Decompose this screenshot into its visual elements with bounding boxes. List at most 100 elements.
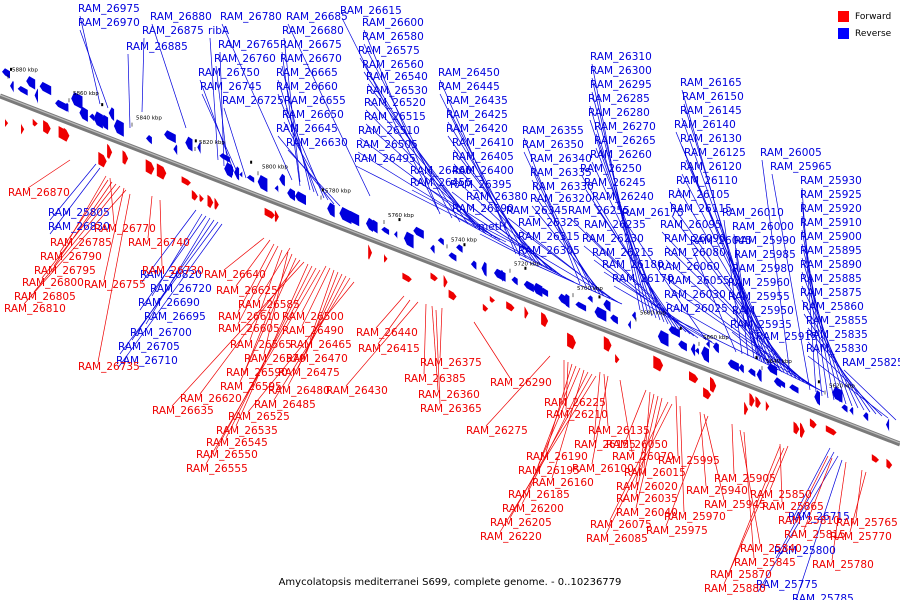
reverse-gene-label: RAM_26690: [138, 297, 200, 309]
label-connector: [635, 393, 655, 483]
forward-gene-label: RAM_26085: [586, 533, 648, 545]
reverse-gene-label: RAM_26510: [358, 125, 420, 137]
reverse-gene: [778, 380, 786, 389]
tick-label: 5660 kbp: [703, 335, 729, 341]
label-connector: [287, 149, 341, 207]
reverse-gene: [64, 102, 69, 113]
label-connector: [551, 369, 585, 479]
reverse-gene-label: RAM_26700: [130, 327, 192, 339]
forward-gene-label: RAM_26360: [418, 389, 480, 401]
reverse-gene-label: RAM_26670: [280, 53, 342, 65]
reverse-gene: [610, 314, 618, 325]
reverse-gene-label: RAM_26455: [410, 177, 472, 189]
forward-gene: [32, 118, 38, 127]
label-connector: [297, 273, 343, 369]
reverse-gene-label: RAM_26400: [452, 165, 514, 177]
reverse-gene-label: RAM_25860: [802, 301, 864, 313]
forward-gene: [765, 400, 770, 412]
tick-label: 5760 kbp: [388, 213, 414, 219]
forward-gene: [793, 421, 800, 435]
forward-gene-label: RAM_26035: [616, 493, 678, 505]
label-connector: [843, 369, 897, 421]
label-connector: [733, 317, 775, 369]
reverse-gene-label: RAM_26665: [276, 67, 338, 79]
reverse-gene-label: RAM_26830: [48, 221, 110, 233]
label-connector: [431, 305, 439, 391]
label-connector: [779, 443, 783, 503]
forward-gene-label: RAM_26195: [518, 465, 580, 477]
forward-gene: [567, 332, 576, 350]
reverse-gene-label: RAM_26335: [530, 167, 592, 179]
reverse-gene-label: RAM_26340: [530, 153, 592, 165]
label-connector: [797, 455, 829, 517]
forward-gene-label: RAM_25845: [734, 557, 796, 569]
label-connector: [53, 181, 113, 267]
reverse-gene-label: RAM_26880: [150, 11, 212, 23]
label-connector: [485, 355, 551, 427]
reverse-gene-label: RAM_26305: [518, 245, 580, 257]
forward-gene-label: RAM_26050: [606, 439, 668, 451]
reverse-gene-label: RAM_25800: [774, 545, 836, 557]
reverse-gene-label: RAM_26270: [594, 121, 656, 133]
reverse-gene-label: RAM_26460: [410, 165, 472, 177]
label-connector: [109, 177, 115, 225]
reverse-gene: [257, 175, 268, 193]
label-connector: [619, 379, 633, 453]
tick-label: 5780 kbp: [325, 189, 351, 195]
label-connector: [235, 239, 271, 287]
reverse-gene: [413, 226, 424, 239]
forward-gene-label: RAM_26605: [218, 323, 280, 335]
reverse-gene-label: RAM_26165: [680, 77, 742, 89]
reverse-gene-label: RAM_26765: [218, 39, 280, 51]
label-connector: [205, 269, 321, 465]
forward-gene-label: RAM_26740: [128, 237, 190, 249]
reverse-gene: [789, 384, 799, 394]
reverse-gene: [533, 282, 543, 297]
small-feature: [194, 139, 197, 143]
forward-gene-label: RAM_26220: [480, 531, 542, 543]
forward-gene-label: RAM_26430: [326, 385, 388, 397]
forward-gene-label: RAM_26205: [490, 517, 552, 529]
label-connector: [223, 107, 247, 179]
forward-gene-label: RAM_25880: [704, 583, 766, 595]
label-connector: [439, 79, 517, 255]
genome-axis-line: [0, 93, 900, 447]
label-connector: [473, 321, 511, 379]
forward-gene-label: RAM_26640: [204, 269, 266, 281]
reverse-gene: [2, 68, 10, 79]
reverse-gene-label: RAM_25925: [800, 189, 862, 201]
reverse-gene-label: RAM_26000: [732, 221, 794, 233]
reverse-gene-label: RAM_26005: [760, 147, 822, 159]
reverse-gene-label: RAM_26230: [582, 233, 644, 245]
reverse-gene-label: RAM_26260: [590, 149, 652, 161]
label-connector: [699, 411, 707, 487]
forward-gene-label: RAM_25770: [830, 531, 892, 543]
forward-gene-label: RAM_26620: [180, 393, 242, 405]
tick-label: 5700 kbp: [577, 286, 603, 292]
reverse-gene: [594, 306, 607, 322]
forward-gene-label: RAM_26365: [420, 403, 482, 415]
reverse-gene: [79, 106, 88, 122]
reverse-gene-label: RAM_26320: [530, 193, 592, 205]
forward-gene: [264, 207, 275, 219]
reverse-gene-label: RAM_26390: [452, 203, 514, 215]
label-connector: [467, 203, 563, 277]
label-connector: [537, 365, 577, 467]
reverse-gene-label: RAM_26645: [276, 123, 338, 135]
forward-gene-label: RAM_26040: [616, 507, 678, 519]
forward-gene-label: RAM_26290: [490, 377, 552, 389]
label-connector: [355, 165, 507, 243]
reverse-gene-label: RAM_26315: [518, 231, 580, 243]
label-connector: [453, 177, 553, 271]
forward-gene-label: RAM_25870: [710, 569, 772, 581]
forward-gene: [368, 244, 372, 260]
label-connector: [831, 461, 847, 561]
reverse-gene-label: RAM_26255: [568, 205, 630, 217]
reverse-gene: [841, 404, 848, 413]
forward-gene: [809, 418, 817, 429]
reverse-gene-label: RAM_26395: [450, 179, 512, 191]
reverse-gene: [279, 173, 285, 187]
reverse-gene: [26, 76, 36, 90]
forward-gene-label: RAM_26155: [574, 439, 636, 451]
reverse-gene: [587, 295, 593, 303]
